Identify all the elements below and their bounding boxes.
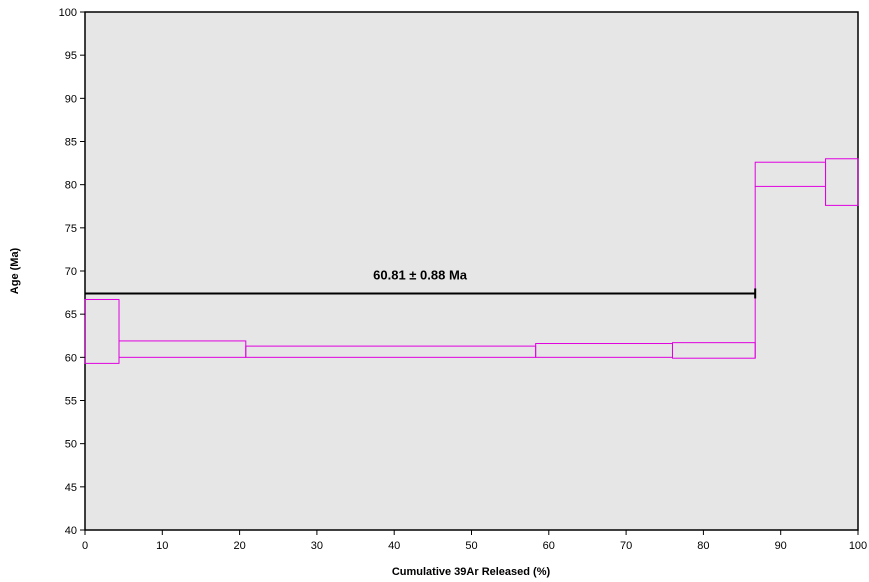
age-steps bbox=[84, 158, 859, 364]
x-tick-label: 90 bbox=[775, 540, 787, 552]
y-tick-label: 65 bbox=[65, 309, 77, 321]
x-tick-label: 0 bbox=[82, 540, 88, 552]
y-tick-label: 95 bbox=[65, 50, 77, 62]
x-tick-label: 20 bbox=[233, 540, 245, 552]
y-tick-label: 55 bbox=[65, 396, 77, 408]
x-axis: 0 10 20 30 40 50 60 70 80 90 100 bbox=[82, 530, 867, 552]
age-step bbox=[825, 158, 859, 206]
plateau-label: 60.81 ± 0.88 Ma bbox=[373, 267, 468, 282]
y-tick-label: 40 bbox=[65, 525, 77, 537]
x-tick-label: 70 bbox=[620, 540, 632, 552]
y-tick-label: 45 bbox=[65, 482, 77, 494]
x-tick-label: 60 bbox=[543, 540, 555, 552]
x-tick-label: 50 bbox=[465, 540, 477, 552]
y-tick-label: 85 bbox=[65, 137, 77, 149]
y-tick-label: 100 bbox=[59, 7, 77, 19]
x-tick-label: 100 bbox=[849, 540, 867, 552]
plateau-bracket: 60.81 ± 0.88 Ma bbox=[85, 267, 757, 299]
plot-area bbox=[84, 11, 859, 531]
x-tick-label: 30 bbox=[311, 540, 323, 552]
x-tick-label: 10 bbox=[156, 540, 168, 552]
x-axis-title: Cumulative 39Ar Released (%) bbox=[392, 566, 551, 578]
y-tick-label: 70 bbox=[65, 266, 77, 278]
y-axis-title: Age (Ma) bbox=[9, 247, 21, 294]
age-step bbox=[84, 298, 120, 364]
x-tick-label: 40 bbox=[388, 540, 400, 552]
x-tick-label: 80 bbox=[697, 540, 709, 552]
y-axis: 40 45 50 55 60 65 70 75 80 85 90 95 100 bbox=[59, 7, 85, 537]
y-tick-label: 75 bbox=[65, 223, 77, 235]
y-tick-label: 60 bbox=[65, 352, 77, 364]
y-tick-label: 90 bbox=[65, 93, 77, 105]
y-tick-label: 80 bbox=[65, 180, 77, 192]
y-tick-label: 50 bbox=[65, 439, 77, 451]
